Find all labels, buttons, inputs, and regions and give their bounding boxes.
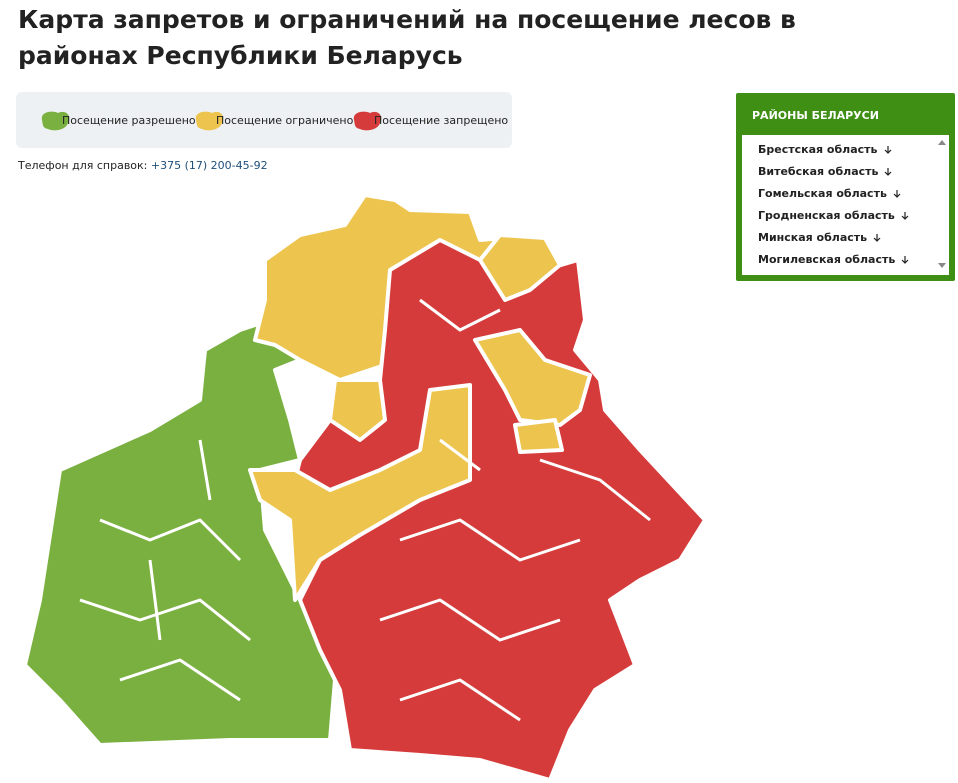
arrow-icon xyxy=(884,145,891,154)
region-restricted[interactable] xyxy=(513,418,564,454)
district-item[interactable]: Витебская область xyxy=(758,165,892,178)
legend-icon xyxy=(41,111,70,131)
district-item[interactable]: Брестская область xyxy=(758,143,892,156)
map xyxy=(23,193,707,782)
phone: Телефон для справок: +375 (17) 200-45-92 xyxy=(18,159,268,172)
region-allowed[interactable] xyxy=(23,298,337,747)
legend-icon xyxy=(195,111,224,131)
legend-item: Посещение запрещено xyxy=(350,108,508,132)
legend-label: Посещение ограничено xyxy=(216,113,354,127)
district-item[interactable]: Минская область xyxy=(758,231,881,244)
legend-icon xyxy=(353,111,382,131)
legend-label: Посещение запрещено xyxy=(374,113,509,127)
phone-link[interactable]: +375 (17) 200-45-92 xyxy=(150,159,268,172)
district-label: Гродненская область xyxy=(758,209,895,222)
district-label: Минская область xyxy=(758,231,868,244)
districts-panel: РАЙОНЫ БЕЛАРУСИ Брестская область Витебск… xyxy=(736,93,955,281)
arrow-icon xyxy=(901,211,909,220)
region-restricted[interactable] xyxy=(328,378,387,442)
arrow-icon xyxy=(901,255,909,264)
page-title: Карта запретов и ограничений на посещени… xyxy=(18,5,796,70)
legend-item: Посещение ограничено xyxy=(192,108,353,132)
region-restricted[interactable] xyxy=(478,233,562,302)
district-label: Гомельская область xyxy=(758,187,887,200)
legend-item: Посещение разрешено xyxy=(38,108,196,132)
arrow-icon xyxy=(885,167,892,176)
legend: Посещение разрешено Посещение ограничено… xyxy=(16,92,512,148)
arrow-icon xyxy=(893,189,901,198)
district-item[interactable]: Гомельская область xyxy=(758,187,901,200)
district-item[interactable]: Гродненская область xyxy=(758,209,909,222)
arrow-icon xyxy=(873,233,881,242)
legend-label: Посещение разрешено xyxy=(62,113,196,127)
district-item[interactable]: Могилевская область xyxy=(758,253,909,266)
region-restricted[interactable] xyxy=(473,328,592,427)
district-label: Могилевская область xyxy=(758,253,896,266)
phone-label: Телефон для справок: xyxy=(18,159,148,172)
region-restricted[interactable] xyxy=(248,383,472,602)
scrollbar[interactable] xyxy=(937,139,947,269)
panel-title: РАЙОНЫ БЕЛАРУСИ xyxy=(752,109,879,122)
district-list: Брестская область Витебская область Гомель… xyxy=(742,135,949,275)
district-label: Витебская область xyxy=(758,165,879,178)
district-label: Брестская область xyxy=(758,143,878,156)
